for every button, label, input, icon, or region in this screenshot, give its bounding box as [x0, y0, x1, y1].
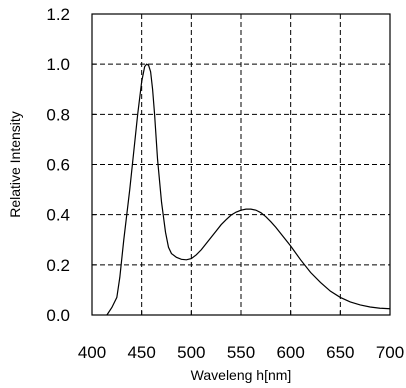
x-tick-label: 700: [376, 343, 404, 362]
x-tick-label: 550: [227, 343, 255, 362]
grid: [92, 14, 390, 315]
x-tick-label: 450: [127, 343, 155, 362]
y-tick-label: 0.2: [46, 256, 70, 275]
x-tick-label: 650: [326, 343, 354, 362]
y-tick-label: 1.0: [46, 55, 70, 74]
y-tick-label: 0.0: [46, 306, 70, 325]
tick-marks: [91, 13, 391, 316]
y-tick-label: 0.6: [46, 156, 70, 175]
x-axis-title: Waveleng h[nm]: [191, 367, 292, 383]
y-tick-label: 1.2: [46, 5, 70, 24]
x-axis-tick-labels: 400 450 500 550 600 650 700: [78, 343, 404, 362]
y-axis-tick-labels: 0.0 0.2 0.4 0.6 0.8 1.0 1.2: [46, 5, 70, 325]
x-tick-label: 600: [276, 343, 304, 362]
series-line: [106, 63, 391, 316]
x-tick-label: 400: [78, 343, 106, 362]
x-tick-label: 500: [177, 343, 205, 362]
y-tick-label: 0.8: [46, 105, 70, 124]
y-axis-title: Relative Intensity: [7, 111, 23, 218]
y-tick-label: 0.4: [46, 206, 70, 225]
